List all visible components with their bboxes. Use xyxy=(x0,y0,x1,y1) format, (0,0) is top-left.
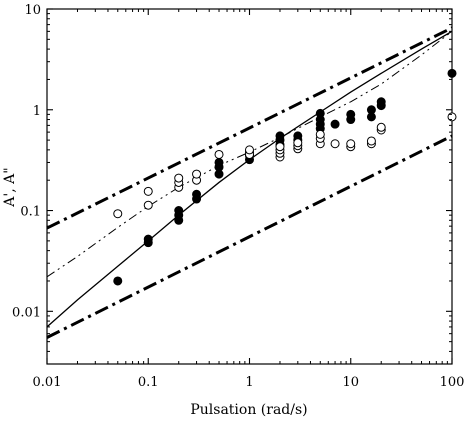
filled-data-point xyxy=(330,119,340,129)
filled-data-point xyxy=(315,108,325,118)
filled-data-point xyxy=(113,276,123,286)
open-data-point xyxy=(293,138,303,148)
open-data-point xyxy=(275,142,285,152)
plot-frame xyxy=(46,8,453,365)
open-data-point xyxy=(315,129,325,139)
filled-data-point xyxy=(214,157,224,167)
series-line-solid xyxy=(46,30,453,328)
x-tick-label: 0.01 xyxy=(33,375,62,390)
open-data-point xyxy=(330,139,340,149)
x-axis-title: Pulsation (rad/s) xyxy=(190,402,307,418)
y-tick-label: 0.1 xyxy=(20,205,41,220)
axis-ticks: 0.01 0.1 1 10 100 0.01 0.1 1 10 xyxy=(12,3,464,390)
open-data-point xyxy=(346,139,356,149)
filled-data-point xyxy=(346,109,356,119)
open-data-point xyxy=(376,122,386,132)
filled-data-point xyxy=(376,97,386,107)
open-data-point xyxy=(245,145,254,155)
x-tick-label: 10 xyxy=(342,375,359,390)
series-lines xyxy=(46,26,453,339)
filled-data-point xyxy=(447,68,457,78)
filled-data-point xyxy=(366,105,376,115)
open-data-point xyxy=(366,136,376,146)
open-data-point xyxy=(192,169,202,179)
y-tick-label: 10 xyxy=(24,3,41,18)
series-points xyxy=(113,68,457,286)
filled-data-point xyxy=(143,234,153,244)
y-tick-label: 0.01 xyxy=(12,305,41,320)
open-data-point xyxy=(143,186,153,196)
x-tick-label: 0.1 xyxy=(138,375,159,390)
y-axis-title: A', A" xyxy=(2,167,18,207)
filled-data-point xyxy=(174,206,184,216)
x-tick-label: 1 xyxy=(245,375,253,390)
filled-data-point xyxy=(275,131,285,141)
y-tick-label: 1 xyxy=(33,104,41,119)
open-data-point xyxy=(214,149,224,159)
open-data-point xyxy=(113,209,123,219)
x-tick-label: 100 xyxy=(440,375,465,390)
series-line-heavy-dash-dot xyxy=(46,134,453,339)
filled-data-point xyxy=(192,189,202,199)
open-data-point xyxy=(143,200,153,210)
series-line-heavy-dash-dot xyxy=(46,26,453,230)
open-data-point xyxy=(174,173,184,183)
